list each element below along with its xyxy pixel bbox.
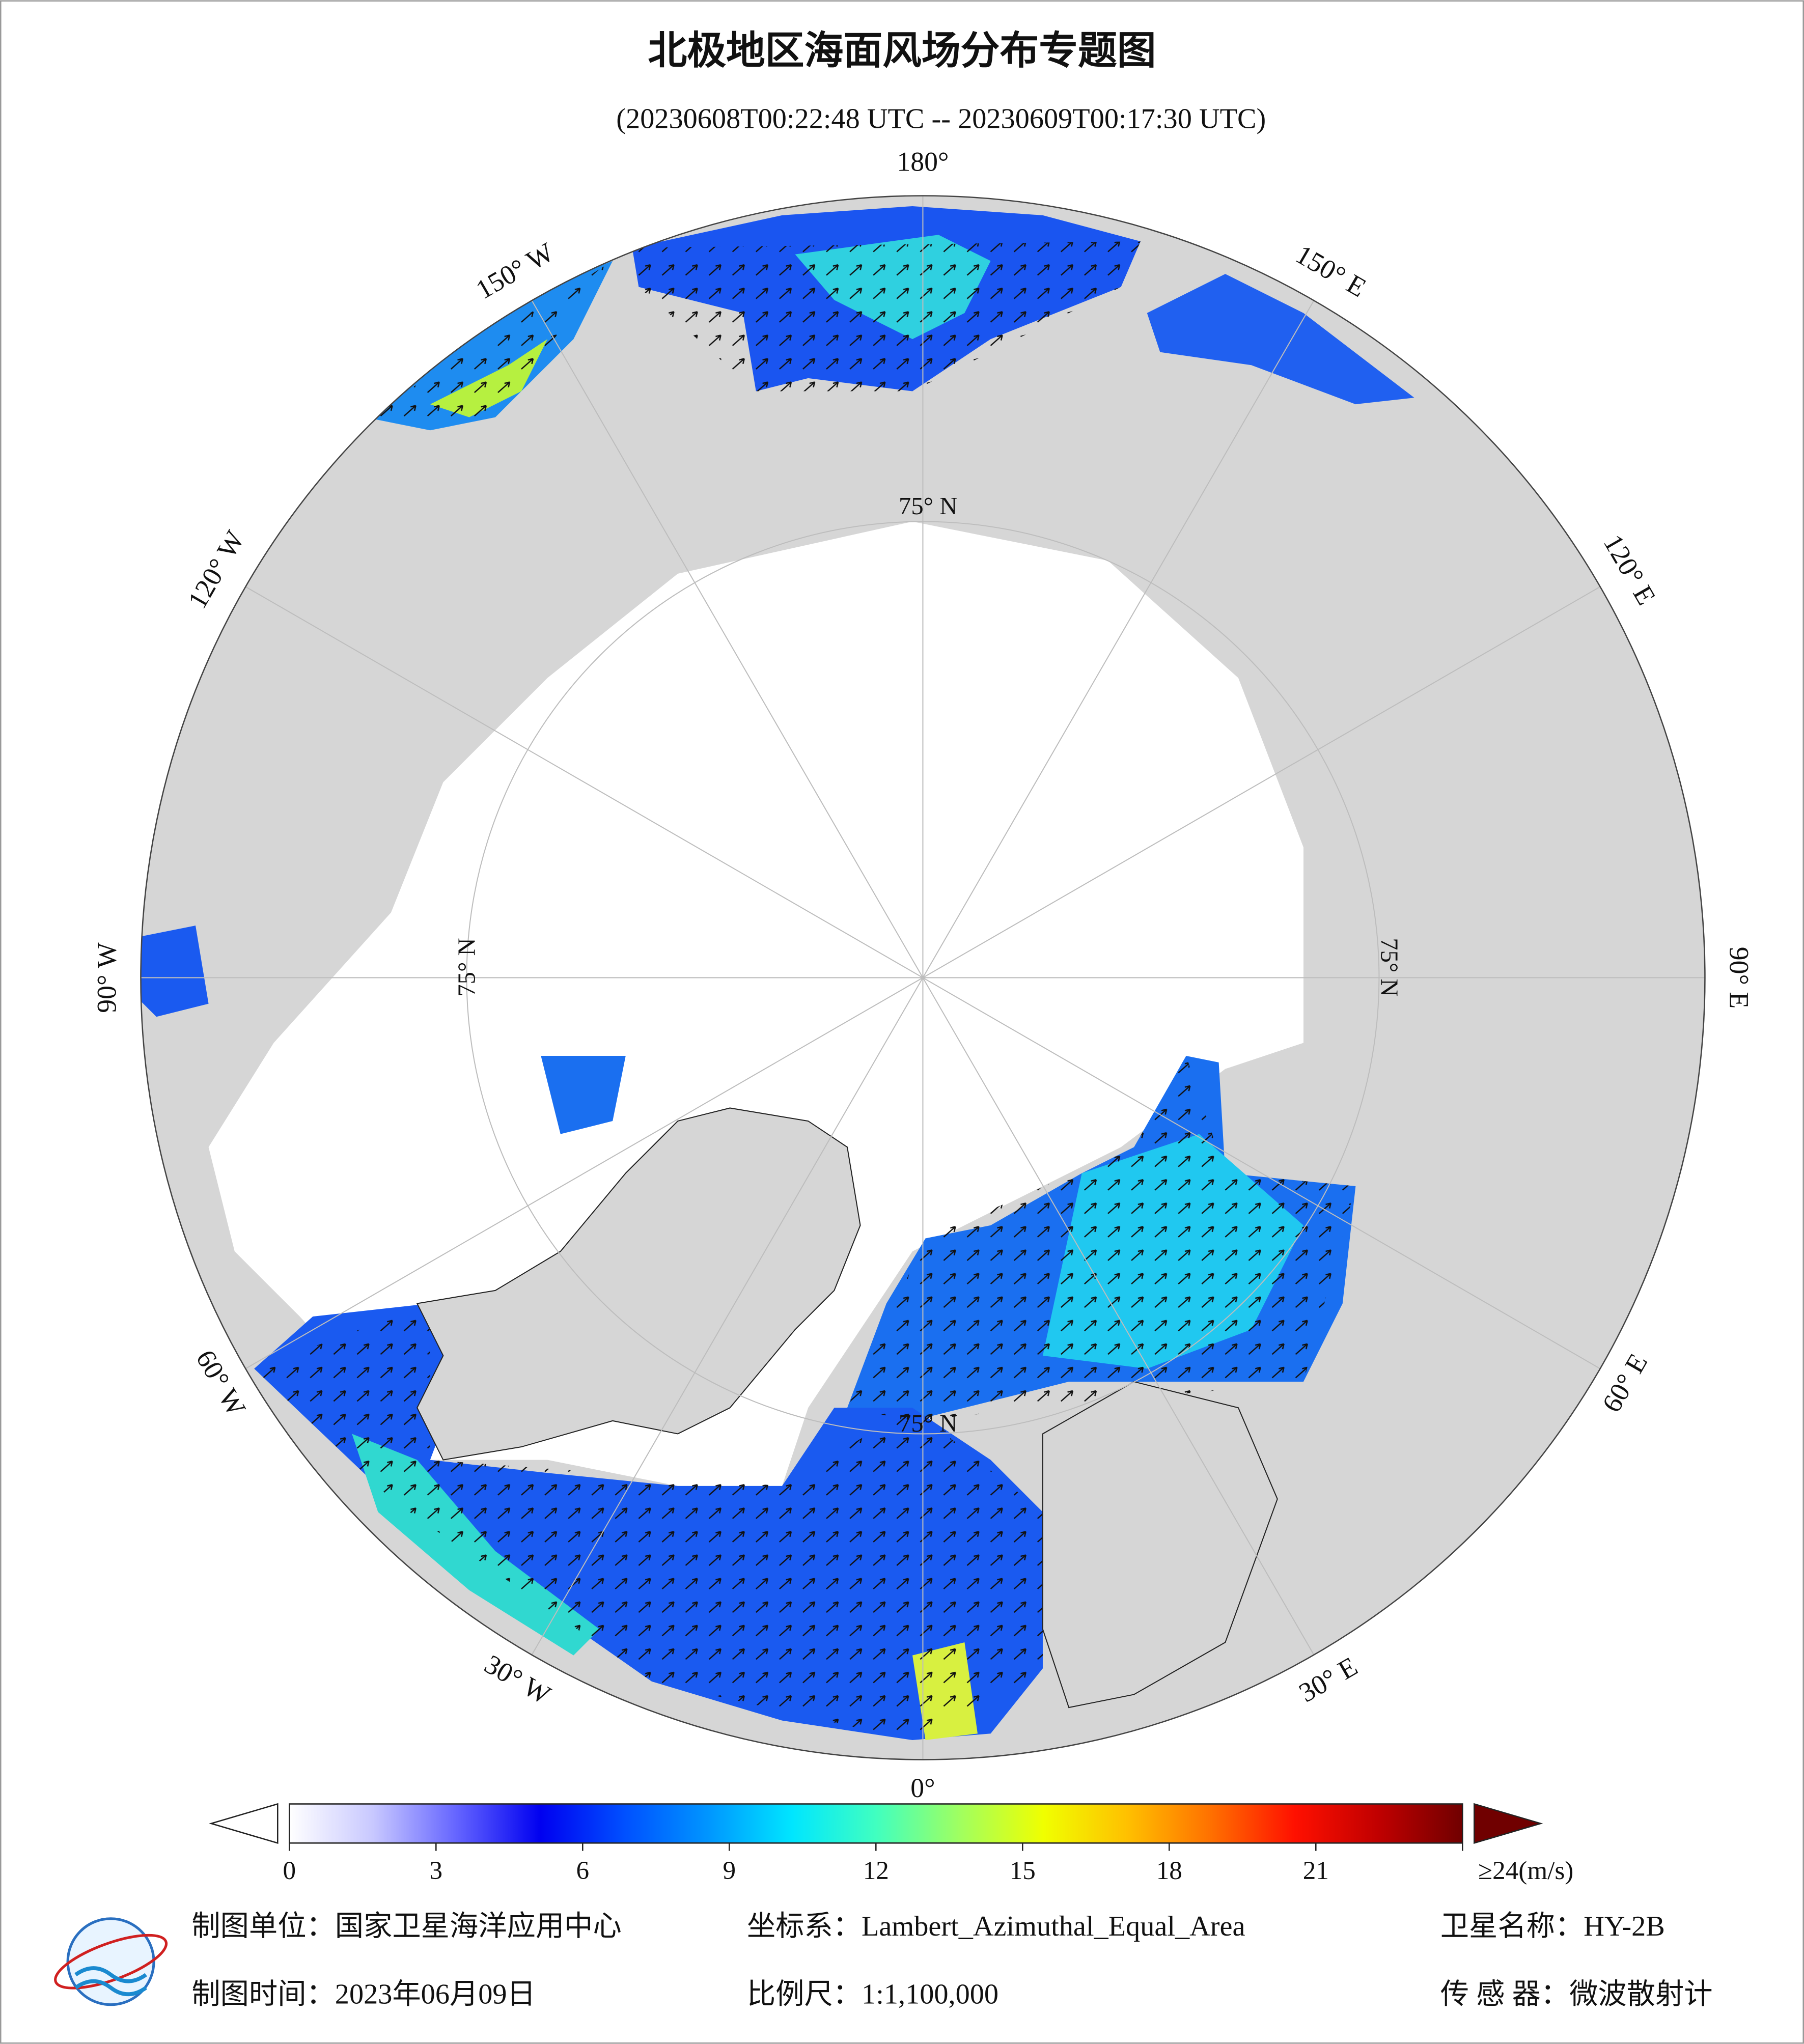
colorbar-tick-label: ≥24(m/s) [1478, 1856, 1573, 1885]
wind-field [141, 206, 1414, 1741]
logo-waves [74, 1966, 147, 1996]
meridian [922, 586, 1601, 978]
footer-scale: 比例尺：1:1,100,000 [747, 1978, 998, 2010]
colorbar: 0 3 6 9 12 15 18 21 ≥24(m/s) [209, 1803, 1573, 1885]
colorbar-tick-label: 21 [1303, 1856, 1329, 1885]
map-border [140, 195, 1706, 1760]
longitude-label: 0° [910, 1773, 935, 1803]
longitude-label: 90° E [1724, 947, 1755, 1009]
colorbar-under [209, 1803, 279, 1844]
sea-ice [208, 521, 1303, 1486]
greenland [416, 1107, 861, 1461]
colorbar-tick-label: 18 [1156, 1856, 1182, 1885]
footer-coordinate-system: 坐标系：Lambert_Azimuthal_Equal_Area [747, 1911, 1245, 1942]
latitude-label: 75° N [899, 1410, 957, 1437]
colorbar-tick-label: 9 [723, 1856, 736, 1885]
subtitle: (20230608T00:22:48 UTC -- 20230609T00:17… [616, 103, 1266, 134]
title: 北极地区海面风场分布专题图 [648, 30, 1156, 73]
latitude-labels: 75° N 75° N 75° N 75° N [453, 492, 1403, 1437]
colorbar-bar [289, 1803, 1463, 1844]
colorbar-tick-label: 15 [1010, 1856, 1036, 1885]
colorbar-tick-label: 0 [283, 1856, 296, 1885]
footer-sensor: 传 感 器：微波散射计 [1440, 1978, 1713, 2010]
colorbar-tick-label: 3 [430, 1856, 443, 1885]
meridian [922, 977, 1601, 1369]
colorbar-tick-label: 12 [863, 1856, 889, 1885]
footer-date: 制图时间：2023年06月09日 [191, 1978, 536, 2010]
scandinavia [1042, 1381, 1278, 1709]
graticule [141, 195, 1705, 1760]
meridian [245, 977, 923, 1369]
latitude-label: 75° N [899, 492, 957, 520]
latitude-label: 75° N [453, 938, 481, 996]
longitude-label: 180° [897, 146, 949, 177]
colorbar-tick-label: 6 [576, 1856, 590, 1885]
meridian [531, 300, 924, 978]
meridian [245, 586, 923, 978]
colorbar-over [1474, 1803, 1543, 1844]
longitude-label: 90° W [91, 942, 122, 1013]
logo [54, 1917, 168, 2006]
footer: 制图单位：国家卫星海洋应用中心 坐标系：Lambert_Azimuthal_Eq… [191, 1911, 1712, 2010]
meridian [531, 977, 924, 1656]
latitude-label: 75° N [1376, 938, 1403, 996]
map-area [141, 195, 1705, 1760]
footer-satellite: 卫星名称：HY-2B [1440, 1911, 1665, 1942]
footer-unit: 制图单位：国家卫星海洋应用中心 [191, 1911, 621, 1942]
meridian [922, 977, 1315, 1656]
meridian [922, 300, 1315, 978]
